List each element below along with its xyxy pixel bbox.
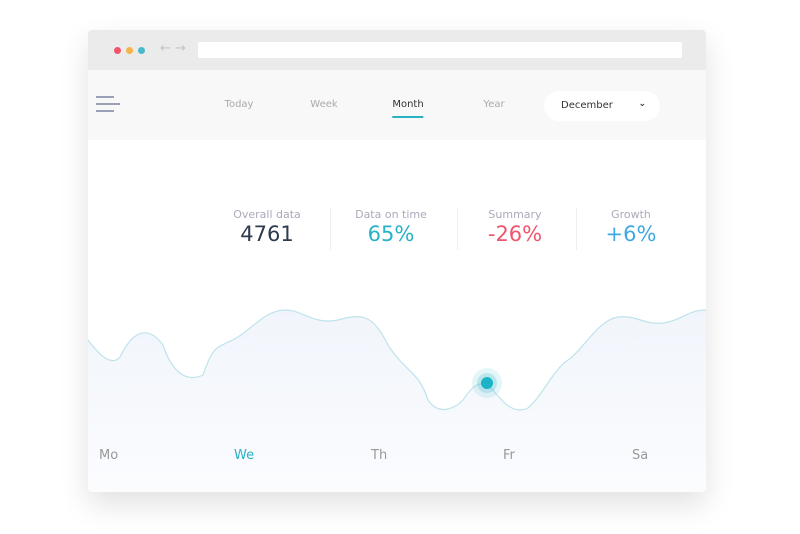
divider [576, 208, 577, 250]
maximize-dot[interactable] [138, 47, 145, 54]
stat-on-time: Data on time 65% [355, 208, 427, 246]
stat-value: 65% [367, 222, 415, 246]
address-bar[interactable] [198, 42, 682, 58]
wave-area [88, 310, 706, 492]
month-select-value: December [561, 100, 613, 111]
stat-value: 4761 [240, 222, 294, 246]
forward-arrow-icon[interactable]: → [175, 41, 186, 56]
stat-label: Overall data [233, 208, 301, 221]
chevron-down-icon: ⌄ [638, 99, 646, 109]
divider [330, 208, 331, 250]
menu-icon[interactable] [96, 96, 120, 114]
minimize-dot[interactable] [126, 47, 133, 54]
tab-week[interactable]: Week [310, 99, 338, 110]
close-dot[interactable] [114, 47, 121, 54]
selected-point[interactable] [481, 377, 493, 389]
stat-label: Growth [611, 208, 651, 221]
tab-month[interactable]: Month [392, 99, 425, 118]
tab-today[interactable]: Today [224, 99, 254, 110]
day-mo[interactable]: Mo [99, 448, 119, 463]
stat-value: +6% [605, 222, 657, 246]
browser-window: ← → Today Week Month Year December ⌄ Over… [88, 30, 706, 492]
wave-line [88, 309, 706, 411]
stat-label: Summary [488, 208, 542, 221]
stat-summary: Summary -26% [488, 208, 542, 246]
back-arrow-icon[interactable]: ← [160, 41, 171, 56]
stat-overall: Overall data 4761 [233, 208, 301, 246]
month-select[interactable]: December ⌄ [544, 91, 660, 121]
stat-growth: Growth +6% [606, 208, 657, 246]
day-fr[interactable]: Fr [503, 448, 515, 463]
stat-value: -26% [487, 222, 543, 246]
wave-chart [88, 309, 706, 492]
day-th[interactable]: Th [371, 448, 388, 463]
title-bar: ← → [88, 30, 706, 70]
day-we[interactable]: We [234, 448, 255, 463]
day-sa[interactable]: Sa [632, 448, 649, 463]
stat-label: Data on time [355, 208, 427, 221]
tab-year[interactable]: Year [483, 99, 505, 110]
nav-bar: Today Week Month Year December ⌄ [88, 70, 706, 140]
divider [457, 208, 458, 250]
